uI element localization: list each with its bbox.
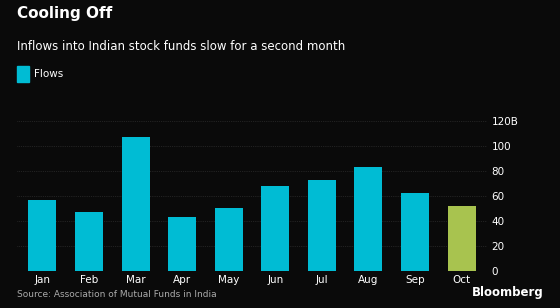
- Bar: [122, 137, 150, 271]
- Bar: [214, 209, 242, 271]
- Bar: [75, 212, 103, 271]
- Bar: [29, 200, 57, 271]
- Text: Inflows into Indian stock funds slow for a second month: Inflows into Indian stock funds slow for…: [17, 40, 345, 53]
- Bar: [401, 193, 429, 271]
- Text: Bloomberg: Bloomberg: [472, 286, 543, 299]
- Text: Cooling Off: Cooling Off: [17, 6, 112, 21]
- Bar: [262, 186, 290, 271]
- Text: Flows: Flows: [34, 69, 63, 79]
- Text: Source: Association of Mutual Funds in India: Source: Association of Mutual Funds in I…: [17, 290, 216, 299]
- Bar: [447, 206, 475, 271]
- Bar: [354, 167, 382, 271]
- Bar: [308, 180, 336, 271]
- Bar: [168, 217, 196, 271]
